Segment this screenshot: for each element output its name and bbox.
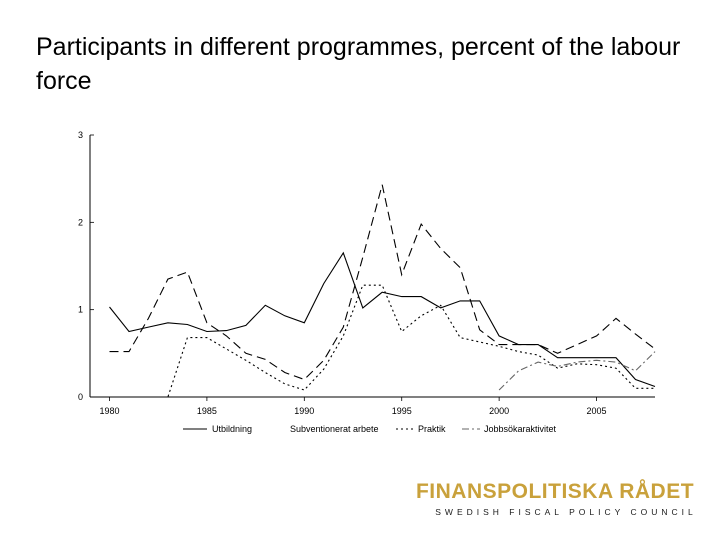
- series-line-jobbs-karaktivitet: [498, 351, 656, 391]
- legend-label: Utbildning: [212, 424, 252, 434]
- x-tick-label: 2005: [587, 406, 607, 416]
- legend-label: Jobbsökaraktivitet: [484, 424, 557, 434]
- series-line-praktik: [148, 284, 655, 398]
- legend-label: Praktik: [418, 424, 446, 434]
- y-tick-label: 3: [78, 130, 83, 140]
- y-tick-label: 2: [78, 217, 83, 227]
- chart-axes: 0 1 2 3 1980 1985 1990 1995 2000 2005: [78, 130, 655, 416]
- x-tick-label: 2000: [489, 406, 509, 416]
- x-tick-label: 1985: [197, 406, 217, 416]
- x-tick-label: 1980: [99, 406, 119, 416]
- chart-series: [109, 184, 656, 398]
- y-tick-label: 0: [78, 392, 83, 402]
- logo-name: FINANSPOLITISKA RÅDET: [415, 480, 695, 503]
- council-logo: FINANSPOLITISKA RÅDET SWEDISH FISCAL POL…: [400, 480, 710, 517]
- slide-title: Participants in different programmes, pe…: [36, 33, 681, 95]
- legend-label: Subventionerat arbete: [290, 424, 379, 434]
- logo-tagline: SWEDISH FISCAL POLICY COUNCIL: [435, 507, 697, 517]
- chart-legend: Utbildning Subventionerat arbete Praktik Jo…: [183, 424, 557, 434]
- series-line-subventionerat-arbete: [109, 184, 656, 381]
- y-tick-label: 1: [78, 305, 83, 315]
- x-tick-label: 1990: [294, 406, 314, 416]
- series-line-utbildning: [109, 251, 656, 388]
- x-tick-label: 1995: [392, 406, 412, 416]
